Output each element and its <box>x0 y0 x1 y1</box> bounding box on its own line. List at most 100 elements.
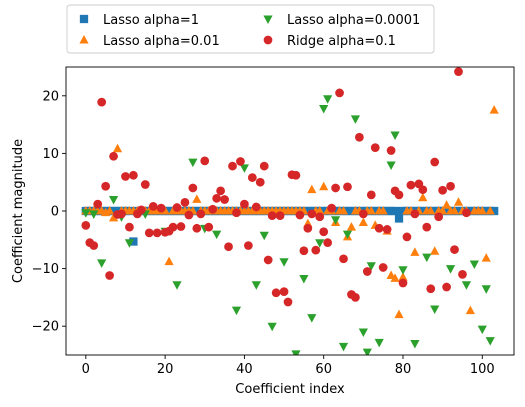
data-point <box>390 273 400 282</box>
data-point <box>442 282 451 292</box>
data-point <box>386 146 396 155</box>
x-axis-label: Coefficient index <box>235 382 345 397</box>
series-1 <box>81 105 499 319</box>
data-point <box>410 247 420 256</box>
x-tick-label: 80 <box>395 362 412 377</box>
data-point <box>358 217 368 226</box>
x-tick-label: 100 <box>470 362 495 377</box>
data-point <box>485 205 495 215</box>
data-point <box>97 259 107 268</box>
data-point <box>255 177 265 187</box>
data-point <box>244 241 253 250</box>
data-point <box>410 209 420 219</box>
data-point <box>105 271 114 280</box>
data-point <box>446 181 455 191</box>
data-point <box>275 211 285 220</box>
data-point <box>121 172 130 181</box>
legend-label: Lasso alpha=0.0001 <box>287 13 420 28</box>
data-point <box>370 143 380 153</box>
data-point <box>386 161 396 170</box>
data-point <box>481 253 491 262</box>
data-point <box>303 223 313 233</box>
data-point <box>477 205 487 215</box>
data-point <box>156 203 166 213</box>
data-point <box>398 272 408 281</box>
data-point <box>176 222 186 231</box>
data-point <box>331 183 340 193</box>
data-point <box>465 305 475 315</box>
data-point <box>426 284 436 294</box>
data-point <box>315 212 325 222</box>
data-point <box>188 183 198 193</box>
data-point <box>338 342 349 352</box>
data-point <box>117 209 126 219</box>
data-point <box>164 256 174 266</box>
data-point <box>358 209 368 219</box>
data-point <box>291 170 301 180</box>
data-point <box>101 181 111 191</box>
data-point <box>216 186 225 196</box>
legend-marker <box>79 14 89 24</box>
y-tick-label: 10 <box>42 147 59 162</box>
data-point <box>366 190 376 200</box>
data-point <box>307 314 317 323</box>
data-point <box>148 202 158 211</box>
data-point <box>172 281 182 290</box>
data-point <box>362 348 372 355</box>
data-point <box>208 204 218 214</box>
data-point <box>240 199 249 209</box>
data-point <box>422 253 432 263</box>
data-point <box>299 246 309 256</box>
data-point <box>152 228 162 238</box>
data-point <box>311 245 321 255</box>
data-point <box>251 202 261 212</box>
data-point <box>438 205 448 215</box>
data-point <box>489 105 499 114</box>
data-point <box>108 196 119 205</box>
data-point <box>196 209 206 219</box>
data-point <box>453 197 464 206</box>
data-point <box>239 164 250 173</box>
data-point <box>418 192 428 202</box>
data-point <box>450 245 459 254</box>
data-point <box>434 212 444 222</box>
legend-marker <box>79 34 89 44</box>
data-point <box>180 197 190 207</box>
data-point <box>406 180 416 190</box>
data-point <box>461 281 472 290</box>
data-point <box>358 328 368 338</box>
data-point <box>231 306 242 316</box>
x-tick-label: 60 <box>315 362 332 377</box>
data-point <box>410 340 420 349</box>
data-point <box>220 195 229 204</box>
data-point <box>454 67 463 76</box>
data-point <box>430 157 440 167</box>
chart-marks <box>81 67 499 355</box>
data-point <box>374 223 384 233</box>
data-point <box>366 262 376 271</box>
data-point <box>251 281 261 290</box>
data-point <box>259 231 269 241</box>
legend-box <box>66 4 435 54</box>
data-point <box>307 209 317 219</box>
data-point <box>136 205 146 215</box>
data-point <box>430 246 440 255</box>
data-point <box>184 210 194 220</box>
data-point <box>366 205 376 215</box>
data-point <box>279 258 289 267</box>
data-point <box>418 185 428 195</box>
data-point <box>394 214 404 223</box>
data-point <box>477 325 487 335</box>
data-point <box>124 239 135 248</box>
data-point <box>307 184 317 194</box>
data-point <box>382 225 392 234</box>
legend-marker <box>263 35 273 45</box>
legend-label: Ridge alpha=0.1 <box>287 34 396 49</box>
data-point <box>327 203 336 213</box>
data-point <box>342 230 353 240</box>
data-point <box>485 337 495 346</box>
data-point <box>271 288 281 298</box>
data-point <box>291 350 301 355</box>
data-point <box>81 209 91 218</box>
data-point <box>129 237 138 246</box>
